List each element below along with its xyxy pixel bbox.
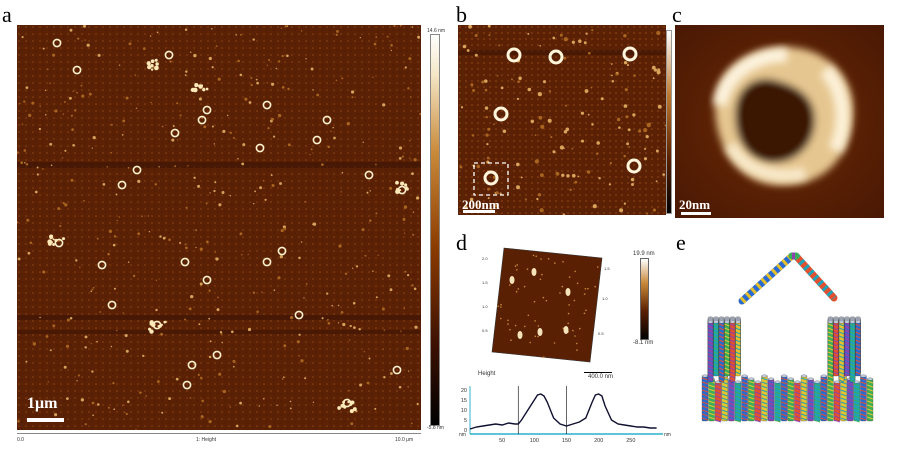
roof-helix <box>792 252 838 302</box>
base-helix <box>774 380 781 423</box>
colorbar-d-top-label: 19.9 nm <box>633 251 655 257</box>
base-helix <box>734 380 742 423</box>
svg-text:0.5: 0.5 <box>598 331 604 336</box>
profile-x-tick-label: 150 <box>562 438 571 444</box>
base-helix <box>794 380 801 423</box>
base-helix <box>754 380 761 423</box>
base-helix <box>761 374 768 422</box>
afm-image-b: 200nm <box>458 24 667 216</box>
base-helix <box>847 377 854 422</box>
afm-image-b-svg <box>458 24 667 216</box>
base-helix <box>827 377 834 422</box>
scalebar-label-b: 200nm <box>462 197 500 212</box>
afm-image-c-svg <box>675 25 884 218</box>
profile-y-tick-label: 0 <box>464 428 467 434</box>
base-helix <box>748 377 755 422</box>
profile-x-tick-label: 250 <box>626 438 635 444</box>
base-helix <box>728 377 735 422</box>
base-helix <box>708 377 715 422</box>
scan-size-label: 400.0 nm <box>588 374 614 380</box>
svg-text:2.0: 2.0 <box>482 256 488 261</box>
right-wall-helix <box>844 320 850 377</box>
base-helix <box>833 380 841 423</box>
profile-title: Height <box>478 371 496 377</box>
base-helix <box>721 374 728 422</box>
panel-label-d: d <box>456 230 467 255</box>
scalebar-label-a: 1μm <box>27 395 58 412</box>
right-wall-helix <box>849 320 856 383</box>
base-helix <box>800 374 808 422</box>
afm-image-a: 1μm <box>15 24 422 431</box>
profile-y-tick-label: 15 <box>461 398 467 404</box>
colorbar-d <box>640 258 649 340</box>
profile-x-unit: nm <box>664 432 671 438</box>
afm-3d-svg: 2.0 1.5 1.0 0.5 1.5 1.0 0.5 <box>482 247 610 363</box>
base-helix <box>701 374 709 422</box>
base-helix <box>866 377 874 422</box>
afm-image-c: 20nm <box>675 25 884 218</box>
axis-line-a <box>17 433 421 434</box>
left-wall-helix <box>735 320 741 377</box>
svg-text:1.5: 1.5 <box>482 280 488 285</box>
afm-image-a-svg <box>15 24 422 431</box>
base-helix <box>860 374 867 422</box>
colorbar-d-bottom-label: -8.1 nm <box>633 340 654 346</box>
panel-label-e: e <box>676 230 686 255</box>
profile-series-line <box>469 393 657 430</box>
right-wall-helix <box>855 320 861 377</box>
origami-model-svg <box>701 252 874 423</box>
profile-y-tick-label: 10 <box>461 408 467 414</box>
height-profile-chart: 20 15 10 5 0 50 100 150 200 250 nm nm <box>458 380 673 448</box>
axis-right-label-a: 10.0 μm <box>395 437 414 443</box>
colorbar-b <box>666 30 672 214</box>
right-wall-helix <box>833 320 839 377</box>
scan-scalebar <box>584 372 612 373</box>
panel-label-b: b <box>456 2 467 27</box>
scalebar-label-c: 20nm <box>679 197 711 212</box>
base-helix <box>814 380 821 423</box>
svg-text:1.0: 1.0 <box>482 304 488 309</box>
colorbar-a-bottom-label: -5.8 nm <box>427 425 444 431</box>
profile-x-tick-label: 200 <box>594 438 603 444</box>
panel-label-a: a <box>2 2 12 27</box>
left-wall-helix <box>713 320 719 377</box>
profile-x-tick-label: 100 <box>530 438 539 444</box>
left-wall-helix <box>724 320 730 377</box>
base-helix <box>807 377 814 422</box>
colorbar-a-top-label: 14.6 nm <box>427 28 446 34</box>
base-helix <box>853 380 860 423</box>
panel-label-c: c <box>672 2 682 27</box>
base-helix <box>741 374 748 422</box>
left-wall-helix <box>718 320 725 383</box>
profile-y-tick-label: 5 <box>464 418 467 424</box>
axis-left-label-a: 0.0 <box>17 437 24 443</box>
left-wall-helix <box>707 320 714 383</box>
profile-y-tick-label: 20 <box>461 388 467 394</box>
profile-x-tick-label: 50 <box>499 438 505 444</box>
base-helix <box>820 374 827 422</box>
base-helix <box>781 374 788 422</box>
svg-text:1.0: 1.0 <box>602 296 608 301</box>
colorbar-a <box>430 34 440 426</box>
left-wall-helix <box>729 320 736 383</box>
base-helix <box>787 377 794 422</box>
right-wall-helix <box>827 320 834 383</box>
svg-text:1.5: 1.5 <box>604 266 610 271</box>
roof-helix <box>738 252 796 305</box>
base-helix <box>767 377 775 422</box>
afm-3d-view-d: 2.0 1.5 1.0 0.5 1.5 1.0 0.5 <box>478 240 618 368</box>
channel-label-a: 1: Height <box>196 437 217 443</box>
base-helix <box>715 380 722 423</box>
svg-text:0.5: 0.5 <box>482 328 488 333</box>
right-wall-helix <box>838 320 845 383</box>
origami-model-e <box>700 246 880 430</box>
profile-y-unit: nm <box>459 432 466 438</box>
